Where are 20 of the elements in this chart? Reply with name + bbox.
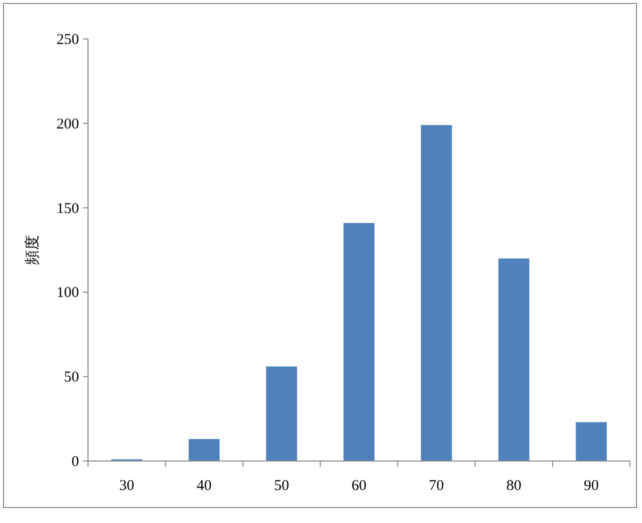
y-tick-label: 200 [56,116,79,132]
bar [420,125,452,461]
x-tick-label: 70 [428,478,444,494]
y-tick-label: 250 [56,32,79,48]
x-tick-label: 90 [584,478,599,494]
y-tick-label: 0 [72,454,79,470]
x-tick-label: 40 [196,478,212,494]
y-tick-label: 50 [64,370,79,386]
x-tick-label: 80 [506,478,522,494]
y-tick-label: 150 [56,200,79,217]
bar [576,422,607,461]
bar [266,366,298,461]
x-tick-label: 50 [274,478,290,494]
y-axis-title: 頻度 [23,235,41,265]
bar [498,258,530,461]
y-tick-label: 100 [56,285,79,302]
x-tick-label: 30 [119,478,134,494]
bar [344,222,374,461]
x-tick-label: 60 [352,478,366,494]
bar [188,439,220,461]
